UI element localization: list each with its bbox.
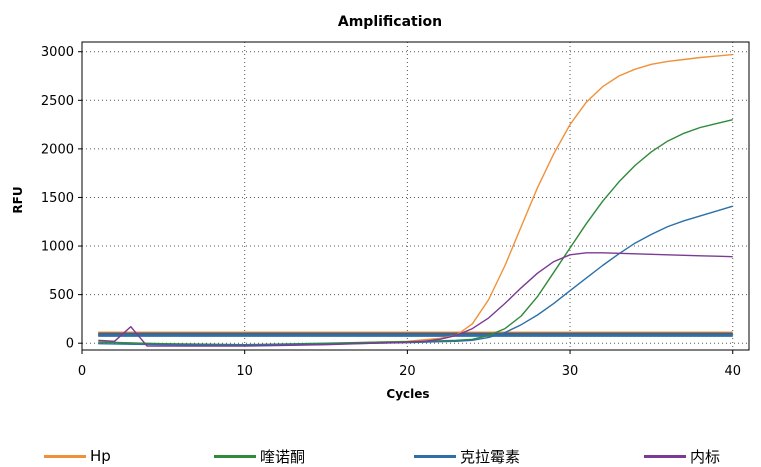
legend-label-quinolone: 喹诺酮: [260, 446, 305, 467]
legend-swatch-internal-standard: [644, 455, 686, 458]
amplification-chart: Amplification RFU Cycles 0 10 20 30 40 0 500 10…: [0, 0, 761, 440]
legend-label-clarithromycin: 克拉霉素: [460, 446, 520, 467]
y-tick-label: 500: [49, 288, 74, 303]
legend-item-quinolone: 喹诺酮: [214, 446, 305, 466]
threshold-lines: [98, 333, 732, 335]
legend-label-hp: Hp: [90, 447, 111, 465]
y-tick-label: 0: [66, 337, 74, 352]
x-axis-label: Cycles: [386, 387, 429, 401]
y-tick-label: 3000: [41, 45, 74, 60]
series-line-quinolone: [98, 120, 732, 345]
chart-title: Amplification: [338, 14, 442, 30]
legend-swatch-hp: [44, 455, 86, 458]
legend-item-clarithromycin: 克拉霉素: [414, 446, 520, 466]
y-tick-label: 1000: [41, 240, 74, 255]
series-group: [98, 55, 732, 347]
x-tick-label: 0: [78, 364, 86, 379]
legend-label-internal-standard: 内标: [690, 446, 720, 467]
y-tick-label: 1500: [41, 191, 74, 206]
x-tick-label: 30: [562, 364, 579, 379]
y-axis-label: RFU: [11, 186, 25, 213]
plot-frame: [82, 42, 749, 350]
legend-item-hp: Hp: [44, 446, 111, 466]
legend: Hp 喹诺酮 克拉霉素 内标: [0, 446, 761, 466]
y-tick-label: 2500: [41, 94, 74, 109]
axis-ticks: 0 10 20 30 40 0 500 1000 1500 2000 2500 3000: [41, 45, 741, 379]
legend-swatch-clarithromycin: [414, 455, 456, 458]
grid: [82, 42, 749, 350]
series-line-clarithromycin: [98, 206, 732, 345]
x-tick-label: 10: [236, 364, 253, 379]
legend-swatch-quinolone: [214, 455, 256, 458]
x-tick-label: 20: [399, 364, 416, 379]
legend-item-internal-standard: 内标: [644, 446, 720, 466]
series-line-hp: [98, 55, 732, 346]
x-tick-label: 40: [724, 364, 741, 379]
y-tick-label: 2000: [41, 142, 74, 157]
